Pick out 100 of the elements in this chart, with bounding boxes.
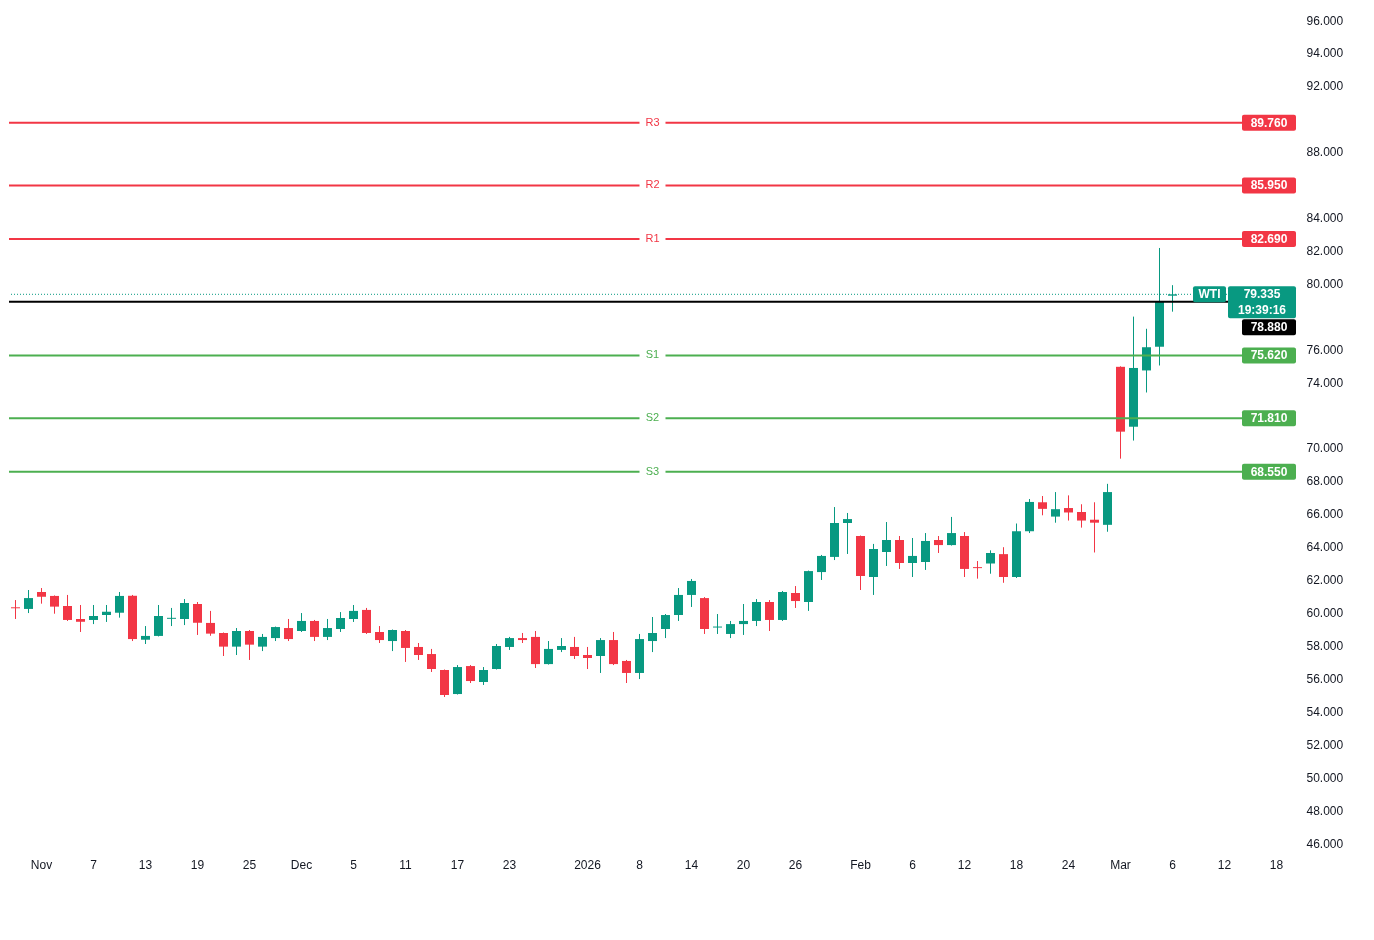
ref-line-label: R3 (645, 115, 660, 128)
annotation: 71.810 (1250, 411, 1288, 426)
candlestick (986, 549, 995, 575)
candlestick (180, 598, 189, 626)
x-tick-label: Dec (290, 857, 313, 872)
candlestick (999, 546, 1008, 584)
y-tick-label: 66.000 (1306, 507, 1344, 522)
candlestick (583, 646, 592, 670)
x-tick-label: 24 (1061, 857, 1076, 872)
candlestick (661, 613, 670, 639)
x-tick-label: 6 (1169, 857, 1177, 872)
candlestick (401, 629, 410, 663)
candlestick (232, 627, 241, 656)
x-tick-label: 7 (90, 857, 98, 872)
ref-line-label: WTI (1198, 287, 1221, 302)
y-tick-label: 62.000 (1306, 573, 1344, 588)
annotation: 75.620 (1250, 348, 1288, 363)
candlestick (76, 604, 85, 633)
y-tick-label: 94.000 (1306, 46, 1344, 61)
x-tick-label: 2026 (574, 857, 602, 872)
candlestick (193, 601, 202, 636)
x-tick-label: 26 (788, 857, 803, 872)
candlestick (791, 585, 800, 609)
x-tick-label: 25 (242, 857, 257, 872)
candlestick (908, 537, 917, 578)
x-tick-label: 8 (636, 857, 644, 872)
candlestick (219, 631, 228, 657)
ref-line-label: S3 (645, 464, 660, 477)
ref-line-label: R2 (645, 178, 660, 191)
x-tick-label: 12 (957, 857, 972, 872)
y-tick-label: 74.000 (1306, 375, 1344, 390)
candlestick (973, 560, 982, 580)
candlestick (297, 612, 306, 633)
candlestick (24, 589, 33, 614)
candlestick (63, 594, 72, 622)
candlestick (50, 594, 59, 615)
y-tick-label: 48.000 (1306, 803, 1344, 818)
x-tick-label: Mar (1110, 857, 1131, 872)
y-tick-label: 54.000 (1306, 704, 1344, 719)
candlestick (570, 636, 579, 660)
x-tick-label: 20 (736, 857, 751, 872)
candlestick (596, 637, 605, 674)
y-tick-label: 88.000 (1306, 145, 1344, 160)
x-tick-label: 12 (1217, 857, 1232, 872)
candlestick (752, 598, 761, 627)
candlestick (739, 603, 748, 636)
candlestick (895, 535, 904, 570)
y-tick-label: 92.000 (1306, 79, 1344, 94)
candlestick (427, 648, 436, 673)
candlestick (817, 554, 826, 581)
y-tick-label: 82.000 (1306, 243, 1344, 258)
annotation: 78.880 (1250, 320, 1288, 335)
candlestick (1090, 501, 1099, 553)
x-tick-label: 11 (399, 857, 413, 872)
candlestick (154, 604, 163, 637)
x-tick-label: 17 (450, 857, 465, 872)
candlestick (544, 640, 553, 666)
y-tick-label: 84.000 (1306, 211, 1344, 226)
y-tick-label: 50.000 (1306, 770, 1344, 785)
candlestick (622, 659, 631, 684)
annotation: 89.760 (1250, 115, 1288, 130)
candlestick (882, 521, 891, 567)
candlestick (1038, 495, 1047, 516)
candlestick (11, 599, 20, 620)
annotation: 82.690 (1250, 232, 1288, 247)
candlestick (323, 618, 332, 641)
x-tick-label: 14 (684, 857, 699, 872)
ref-line-label: S1 (645, 348, 660, 361)
annotation: 68.550 (1250, 464, 1288, 479)
candlestick (921, 532, 930, 571)
y-tick-label: 70.000 (1306, 441, 1344, 456)
candlestick (1077, 503, 1086, 529)
x-tick-label: Feb (850, 857, 872, 872)
candlestick (167, 607, 176, 627)
ref-line-label: R1 (645, 232, 660, 245)
y-tick-label: 60.000 (1306, 606, 1344, 621)
candlestick (492, 643, 501, 671)
candlestick (245, 629, 254, 661)
candlestick (713, 613, 722, 635)
candlestick (1064, 494, 1073, 522)
annotation: 85.950 (1250, 178, 1288, 193)
x-tick-label: 6 (909, 857, 917, 872)
y-tick-label: 56.000 (1306, 671, 1344, 686)
y-tick-label: 68.000 (1306, 474, 1344, 489)
candlestick (89, 604, 98, 625)
candlestick (362, 607, 371, 635)
y-tick-label: 52.000 (1306, 737, 1344, 752)
annotation: 79.335 (1243, 287, 1281, 302)
annotation: 19:39:16 (1237, 303, 1287, 318)
candlestick (336, 611, 345, 633)
candlestick (687, 578, 696, 608)
candlestick (648, 616, 657, 653)
y-tick-label: 64.000 (1306, 540, 1344, 555)
candlestick (1142, 328, 1151, 393)
candlestick (206, 610, 215, 637)
ref-line-label: S2 (645, 411, 660, 424)
candlestick (843, 512, 852, 555)
candlestick (674, 587, 683, 622)
x-tick-label: 18 (1269, 857, 1284, 872)
x-tick-label: 23 (502, 857, 517, 872)
